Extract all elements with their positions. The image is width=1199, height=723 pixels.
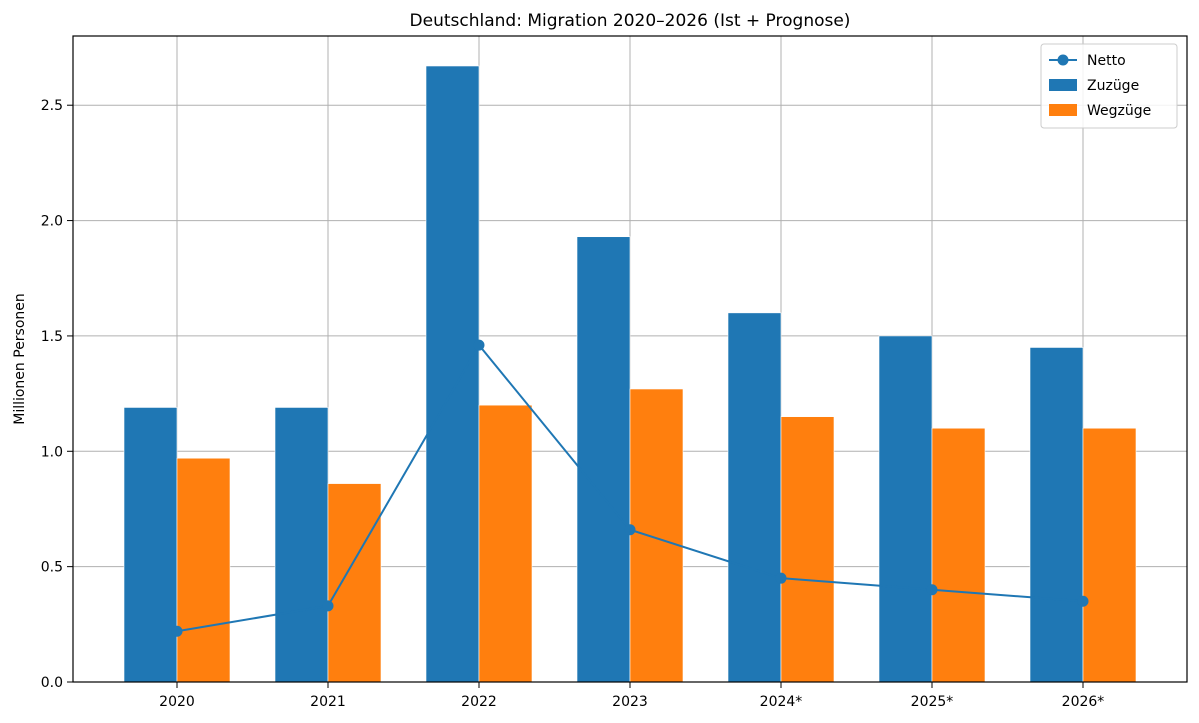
line-layer [171,339,1089,637]
y-tick-label: 1.0 [41,444,63,460]
netto-point [926,584,938,596]
y-tick-label: 0.0 [41,675,63,691]
legend: Netto Zuzüge Wegzüge [1040,43,1178,129]
legend-entry: Zuzüge [1049,78,1139,94]
bar-zuzuege [123,407,178,683]
netto-point [624,524,636,536]
y-tick-label: 2.0 [41,214,63,230]
bar-zuzuege [1029,347,1084,683]
netto-point [775,572,787,584]
axis-layer: 0.0 0.5 1.0 1.5 2.0 2.5 2020 2021 2022 2023 2024* 2… [41,35,1188,710]
bar-wegzuege [629,388,684,683]
netto-point [473,339,485,351]
netto-point [322,600,334,612]
bar-wegzuege [931,427,986,683]
x-tick-label: 2026* [1062,694,1105,710]
x-tick-label: 2023 [612,694,648,710]
bar-wegzuege [780,416,835,683]
bar-wegzuege [327,483,382,683]
netto-point [1077,595,1089,607]
bar-wegzuege [478,404,533,683]
y-tick-label: 0.5 [41,560,63,576]
x-tick-label: 2021 [310,694,346,710]
netto-point [171,625,183,637]
chart-title: Deutschland: Migration 2020–2026 (Ist + … [410,11,851,31]
bar-zuzuege [576,236,631,683]
bar-zuzuege [727,312,782,683]
legend-label: Wegzüge [1087,103,1151,119]
legend-swatch [1049,104,1077,116]
bar-zuzuege [425,65,480,683]
bar-zuzuege [274,407,329,683]
legend-swatch [1049,79,1077,91]
bar-wegzuege [176,457,231,683]
x-tick-label: 2020 [159,694,195,710]
legend-entry: Wegzüge [1049,103,1151,119]
y-tick-label: 1.5 [41,329,63,345]
legend-entry: Netto [1049,53,1126,69]
legend-label: Zuzüge [1087,78,1139,94]
y-axis-label: Millionen Personen [12,293,28,425]
bar-zuzuege [878,335,933,683]
x-tick-label: 2022 [461,694,497,710]
bar-layer [123,65,1137,683]
legend-swatch-marker [1057,54,1069,66]
x-tick-label: 2024* [760,694,803,710]
legend-label: Netto [1087,53,1126,69]
x-tick-label: 2025* [911,694,954,710]
bar-wegzuege [1082,427,1137,683]
y-tick-label: 2.5 [41,98,63,114]
